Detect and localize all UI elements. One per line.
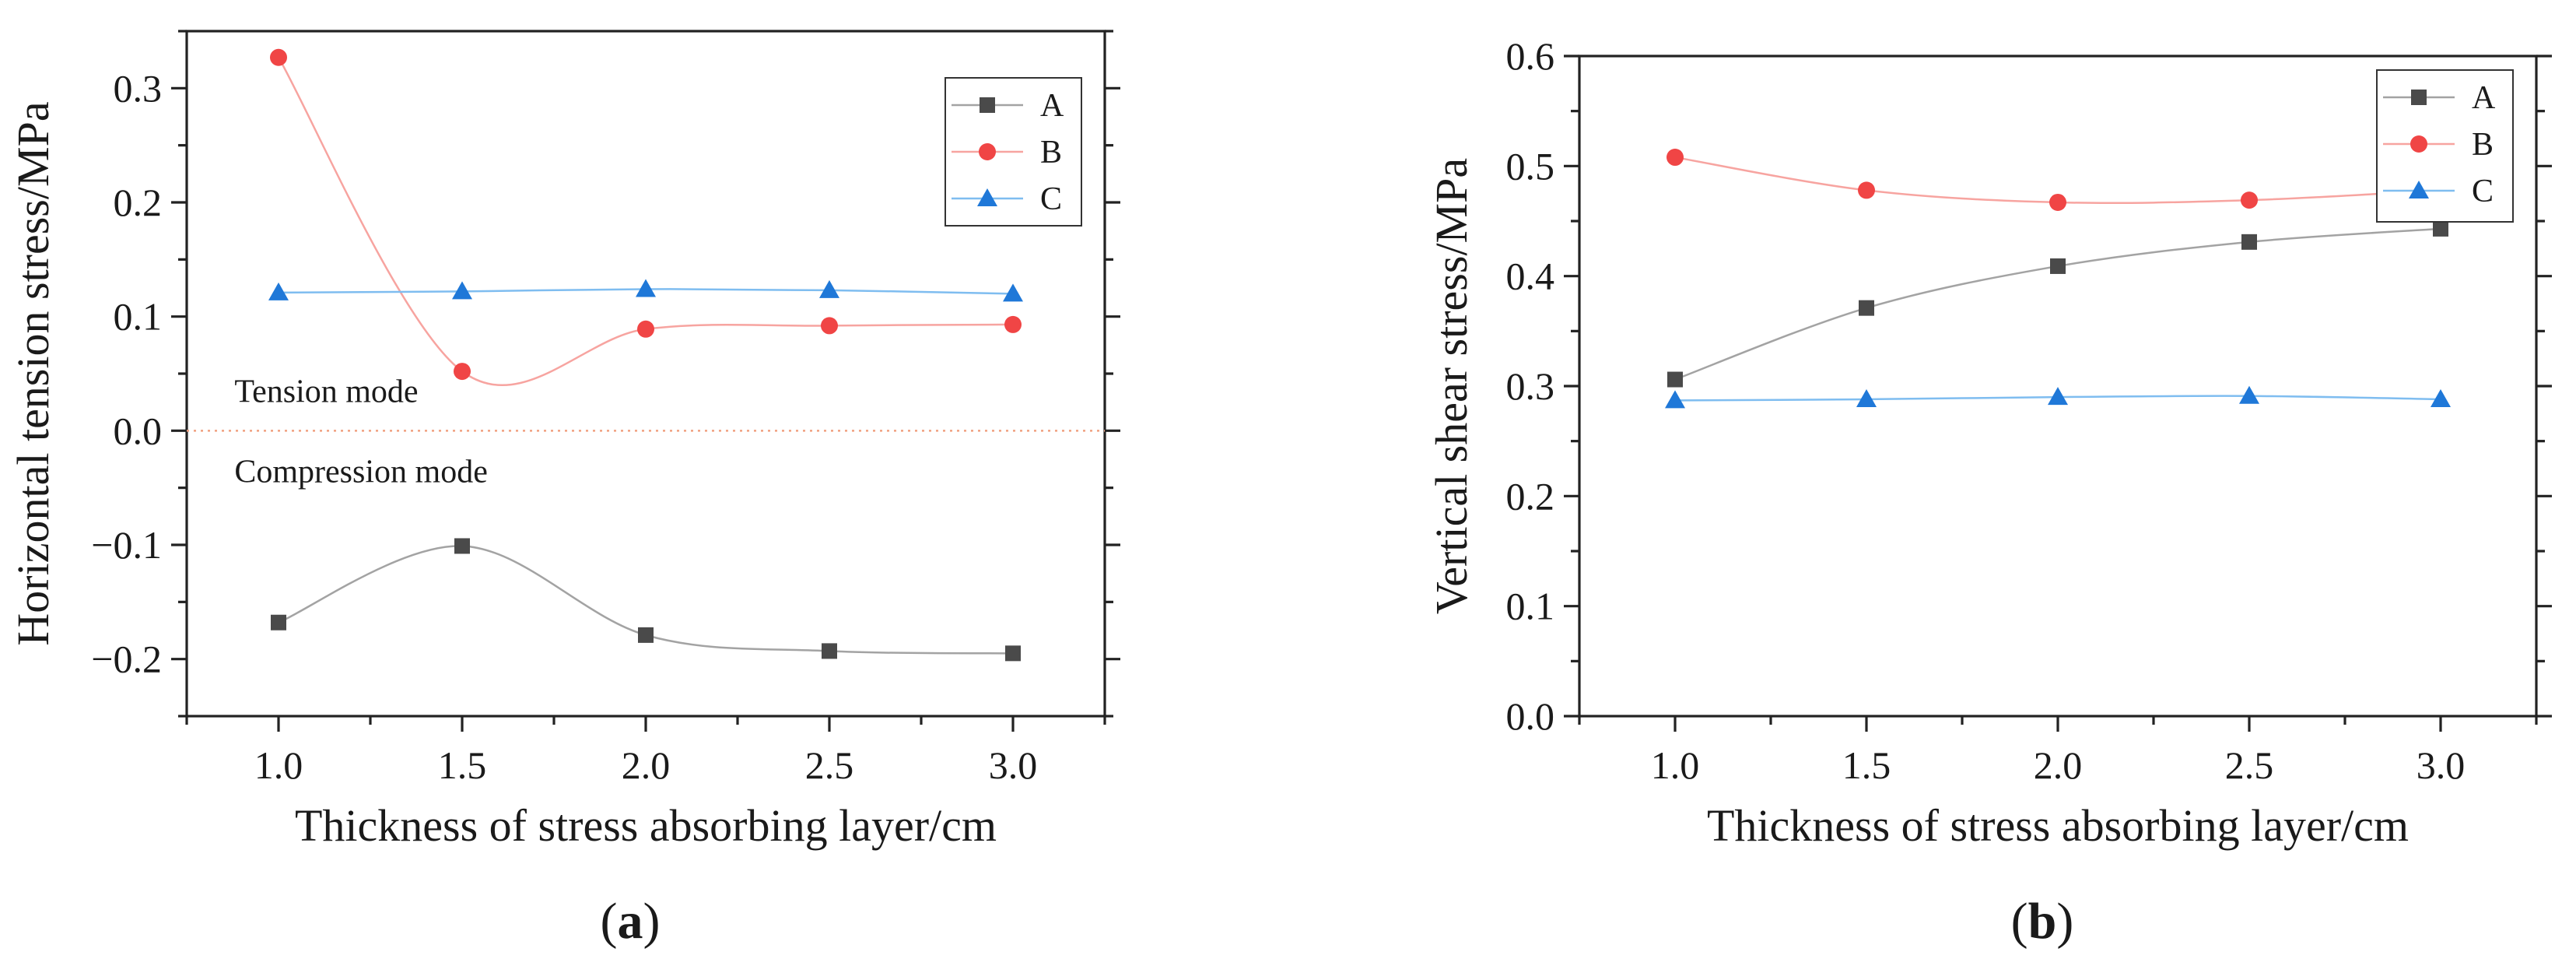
legend-B-marker [2410, 135, 2427, 153]
legend-C-label: C [2472, 174, 2494, 209]
mode-annotation: Compression mode [234, 454, 487, 490]
legend-B-marker [979, 143, 996, 160]
series-B-point [270, 48, 287, 66]
series-B-point [637, 320, 654, 338]
series-A-point [2433, 220, 2448, 237]
series-A-point [638, 627, 654, 643]
series-B-point [821, 317, 838, 335]
chart-panel-a: 1.0 1.5 2.0 2.5 3.0 −0.2 −0.1 0.0 0.1 0.2 0.3 Tensi… [8, 30, 1120, 950]
y-tick-label: 0.0 [114, 409, 163, 452]
y-tick-label: 0.2 [114, 181, 163, 224]
series-C-point [636, 279, 656, 297]
chart-panel-b: 1.0 1.5 2.0 2.5 3.0 0.0 0.1 0.2 0.3 0.4 0.5 0.6 ABC T… [1426, 34, 2552, 950]
legend: ABC [945, 77, 1082, 227]
x-axis-title: Thickness of stress absorbing layer/cm [295, 800, 997, 851]
legend-B-label: B [1040, 135, 1062, 170]
series-B-curve [277, 57, 1014, 387]
series-A-point [2050, 258, 2066, 274]
legend-A-marker [980, 97, 995, 113]
y-tick-label: 0.1 [114, 295, 163, 339]
series-A-point [1005, 645, 1021, 662]
series-C-point [452, 281, 472, 300]
series-C-point [1003, 283, 1023, 302]
y-tick-label: 0.3 [114, 66, 163, 110]
legend-C-label: C [1040, 181, 1062, 217]
legend-box [2376, 69, 2514, 223]
x-tick-label: 1.0 [1651, 743, 1700, 787]
x-tick-label: 3.0 [989, 743, 1038, 787]
series-A-point [454, 538, 470, 554]
y-tick-label: 0.4 [1506, 255, 1555, 298]
x-tick-label: 2.0 [622, 743, 671, 787]
legend-B-label: B [2472, 127, 2494, 163]
x-tick-label: 1.0 [254, 743, 303, 787]
series-C-point [2048, 387, 2068, 406]
x-tick-label: 2.5 [805, 743, 854, 787]
y-axis-title: Horizontal tension stress/MPa [8, 101, 58, 645]
y-tick-label: 0.2 [1506, 474, 1555, 518]
panel-label: (b) [2011, 893, 2074, 950]
series-A-point [271, 614, 286, 631]
x-tick-label: 1.5 [1842, 743, 1891, 787]
x-axis-title: Thickness of stress absorbing layer/cm [1707, 800, 2409, 851]
y-tick-label: 0.5 [1506, 144, 1555, 188]
y-axis-title: Vertical shear stress/MPa [1426, 158, 1477, 614]
series-C-point [819, 279, 839, 298]
y-tick-label: −0.1 [91, 523, 162, 567]
series-C-point [1856, 388, 1877, 407]
y-tick-label: 0.3 [1506, 364, 1555, 408]
series-B-point [454, 363, 471, 381]
x-tick-label: 2.5 [2225, 743, 2274, 787]
legend-A-marker [2411, 90, 2427, 105]
y-tick-label: −0.2 [91, 638, 162, 681]
series-B-point [2049, 193, 2066, 211]
y-tick-label: 0.6 [1506, 34, 1555, 78]
series-A-point [2241, 234, 2257, 250]
series-C-point [2431, 388, 2451, 407]
x-tick-label: 3.0 [2417, 743, 2466, 787]
legend-C-marker [2409, 181, 2429, 198]
series-B-point [1667, 149, 1684, 167]
series-A-point [1667, 371, 1683, 388]
mode-annotation: Tension mode [234, 374, 418, 410]
y-tick-label: 0.0 [1506, 694, 1555, 738]
legend-A-label: A [1040, 88, 1064, 124]
legend-A-label: A [2472, 80, 2496, 116]
series-A-point [822, 643, 837, 659]
series-A-curve [1674, 227, 2441, 381]
series-B-point [1004, 315, 1022, 333]
y-tick-label: 0.1 [1506, 585, 1555, 628]
x-tick-label: 1.5 [438, 743, 487, 787]
x-tick-label: 2.0 [2034, 743, 2083, 787]
series-A-point [1859, 300, 1874, 316]
series-B-point [1858, 181, 1875, 199]
legend-C-marker [977, 188, 997, 206]
legend: ABC [2376, 69, 2514, 223]
series-C-point [268, 282, 289, 300]
series-C-point [2239, 385, 2259, 404]
series-B-point [2241, 191, 2258, 209]
series-C-point [1665, 390, 1685, 409]
panel-label: (a) [601, 893, 661, 950]
